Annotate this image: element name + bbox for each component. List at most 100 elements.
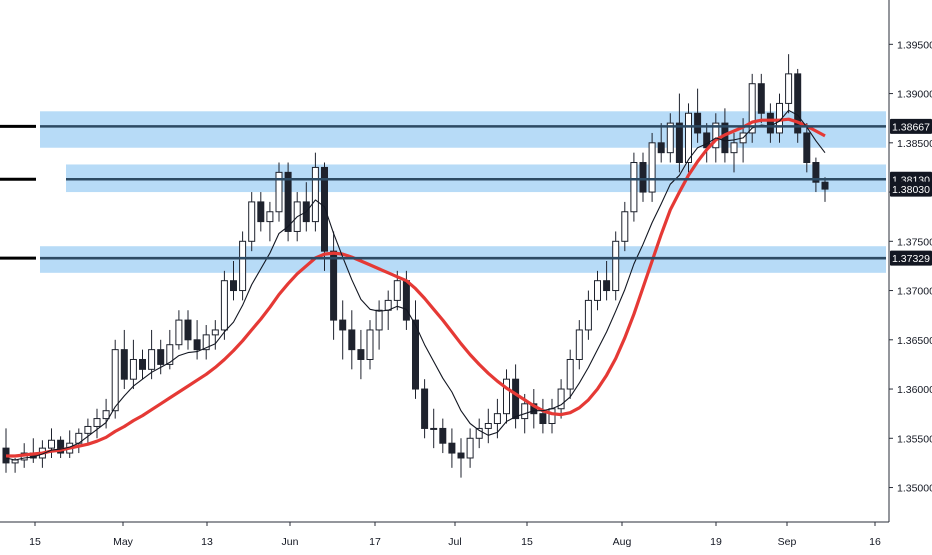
level-price-label-1-box	[890, 118, 932, 134]
last-price-label-box	[890, 181, 932, 197]
fast-moving-average-line	[5, 109, 826, 461]
x-tick-label: Jun	[282, 536, 299, 548]
candle-up	[166, 344, 174, 365]
y-tick-label: 1.37000	[897, 286, 932, 298]
candle-up	[275, 171, 283, 213]
candle-up	[93, 418, 101, 427]
y-tick-label: 1.35500	[897, 433, 932, 445]
candle-down	[421, 388, 429, 429]
candle-up	[248, 201, 256, 242]
candle-down	[512, 378, 520, 420]
candle-down	[757, 83, 765, 114]
y-tick-label: 1.36500	[897, 335, 932, 347]
candle-up	[730, 142, 738, 154]
candle-up	[175, 319, 183, 346]
candle-up	[648, 142, 656, 193]
x-tick-label: 16	[869, 536, 881, 548]
candle-down	[639, 162, 647, 193]
level-price-label-1-text: 1.38667	[892, 121, 930, 133]
candle-up	[202, 334, 210, 351]
candle-up	[493, 413, 501, 425]
candle-up	[129, 358, 137, 380]
candle-down	[321, 166, 328, 252]
candle-down	[193, 339, 201, 351]
candle-down	[139, 358, 146, 370]
level-price-label-3-text: 1.37329	[892, 253, 930, 265]
candle-up	[375, 309, 383, 331]
candle-down	[348, 329, 356, 351]
candle-up	[266, 211, 274, 223]
candle-up	[521, 403, 529, 420]
candle-down	[57, 439, 65, 454]
candle-down	[257, 201, 265, 223]
candle-up	[102, 410, 110, 420]
candle-up	[111, 349, 119, 412]
candle-down	[284, 171, 292, 232]
candle-up	[584, 299, 592, 331]
level-lines	[0, 124, 886, 260]
candle-up	[748, 83, 756, 134]
candle-up	[366, 329, 374, 360]
x-tick-label: Aug	[613, 536, 632, 548]
candle-up	[84, 425, 92, 434]
candle-down	[330, 250, 338, 321]
candle-down	[448, 442, 456, 454]
candle-up	[666, 122, 674, 154]
candle-up	[785, 73, 793, 104]
x-tick-label: 15	[521, 536, 533, 548]
candle-up	[211, 329, 219, 336]
candle-down	[184, 319, 192, 341]
candle-up	[466, 437, 474, 459]
x-tick-label: 19	[710, 536, 722, 548]
y-tick-label: 1.39000	[897, 89, 932, 101]
candle-down	[794, 73, 802, 134]
x-tick-label: 15	[29, 536, 41, 548]
candle-up	[503, 378, 510, 415]
level-price-label-3-box	[890, 250, 932, 266]
candle-up	[430, 427, 438, 430]
candle-up	[475, 427, 483, 439]
y-tick-label: 1.35000	[897, 483, 932, 495]
candle-up	[566, 358, 574, 390]
candle-down	[803, 132, 811, 164]
candle-down	[821, 181, 829, 190]
candle-up	[393, 280, 401, 301]
candle-up	[220, 280, 228, 331]
candle-up	[594, 280, 601, 301]
candle-down	[402, 280, 410, 321]
x-tick-label: May	[113, 536, 134, 548]
candle-up	[612, 240, 620, 292]
candle-up	[548, 408, 556, 425]
candle-up	[575, 329, 583, 360]
y-tick-label: 1.37500	[897, 236, 932, 248]
candle-up	[148, 349, 156, 370]
x-tick-label: 13	[201, 536, 213, 548]
candle-down	[439, 427, 447, 444]
y-tick-label: 1.39500	[897, 39, 932, 51]
y-tick-label: 1.38500	[897, 138, 932, 150]
x-tick-label: Jul	[448, 536, 461, 548]
candle-down	[657, 142, 665, 154]
candle-up	[712, 122, 720, 149]
candle-down	[812, 162, 820, 183]
candle-up	[557, 388, 565, 410]
candle-down	[603, 280, 611, 292]
candle-up	[621, 211, 629, 242]
x-tick-label: 17	[369, 536, 381, 548]
candle-up	[311, 166, 319, 223]
candle-down	[694, 112, 702, 134]
candle-down	[539, 413, 547, 425]
candle-down	[766, 112, 774, 134]
level-zone-3	[40, 246, 886, 273]
candle-down	[120, 349, 128, 380]
candle-down	[157, 349, 165, 365]
candle-up	[630, 162, 638, 213]
slow-moving-average-line	[6, 117, 826, 458]
candle-down	[339, 319, 347, 331]
candle-down	[230, 280, 237, 292]
candle-down	[412, 319, 419, 390]
